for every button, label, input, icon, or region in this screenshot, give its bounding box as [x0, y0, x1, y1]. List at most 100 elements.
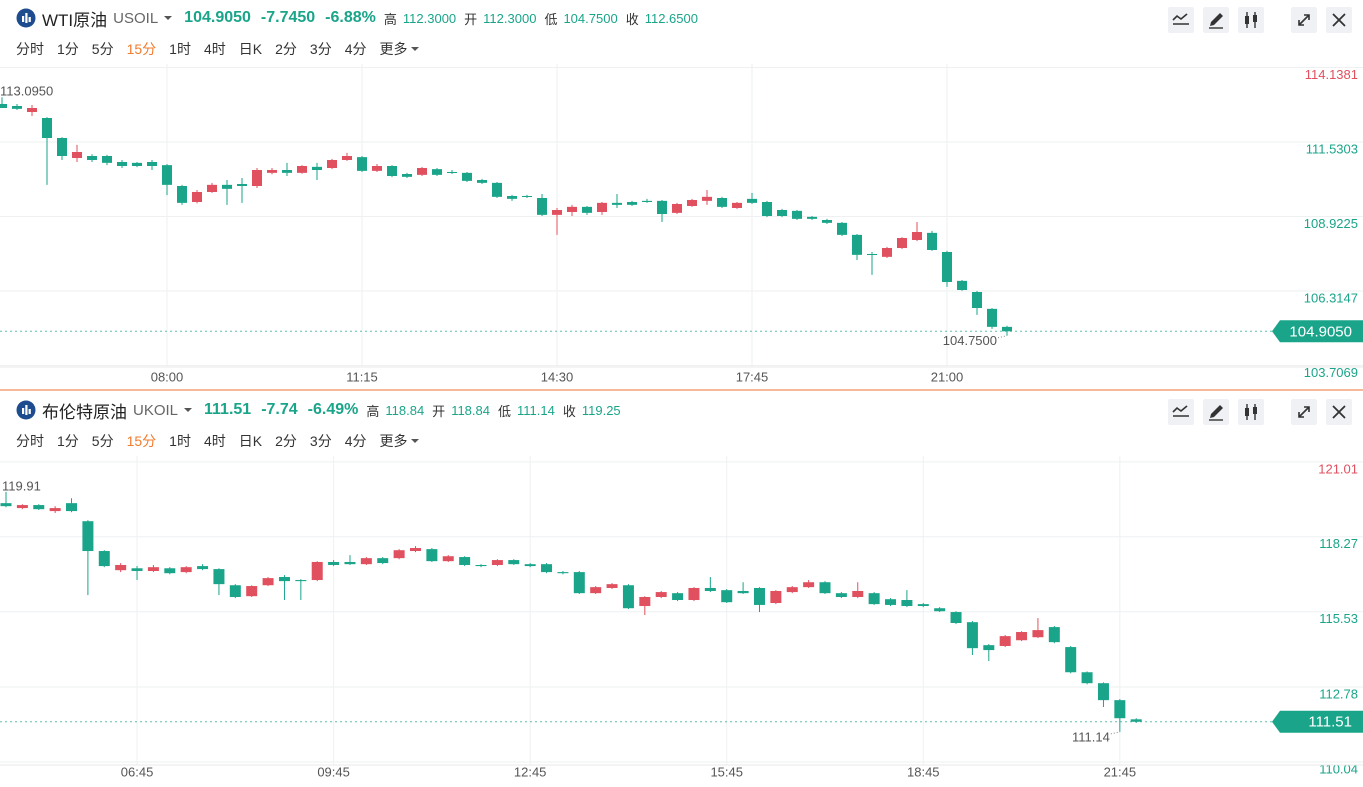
- candle-body: [162, 165, 172, 185]
- y-tick-label: 103.7069: [1304, 365, 1358, 380]
- tool-icon: [1332, 405, 1346, 419]
- candle-body: [57, 138, 67, 156]
- timeframe-button[interactable]: 5分: [91, 41, 114, 57]
- timeframe-button[interactable]: 更多: [379, 41, 408, 57]
- y-tick-label: 106.3147: [1304, 290, 1358, 305]
- candle-body: [344, 561, 356, 565]
- candle-body: [459, 557, 471, 565]
- candle-body: [491, 560, 503, 565]
- logo: [16, 400, 36, 420]
- tool-icon: [1209, 13, 1223, 29]
- candle-body: [132, 162, 142, 166]
- x-tick-label: 11:15: [346, 369, 378, 384]
- tool-button[interactable]: [1238, 7, 1264, 33]
- timeframe-button[interactable]: 更多: [379, 433, 408, 449]
- candle-body: [732, 202, 742, 208]
- symbol-title: 布伦特原油: [42, 402, 127, 422]
- timeframe-button[interactable]: 15分: [126, 433, 157, 449]
- tool-button[interactable]: [1203, 399, 1229, 425]
- candle-body: [867, 254, 877, 255]
- stat-value: 118.84: [451, 402, 490, 418]
- candle-body: [606, 584, 618, 588]
- symbol-code[interactable]: UKOIL: [133, 401, 179, 419]
- timeframe-button[interactable]: 5分: [91, 433, 114, 449]
- tool-button[interactable]: [1291, 7, 1317, 33]
- candle-body: [0, 104, 7, 108]
- timeframe-button[interactable]: 分时: [16, 433, 44, 449]
- timeframe-button[interactable]: 3分: [309, 41, 332, 57]
- candle-body: [688, 587, 700, 601]
- tool-button[interactable]: [1238, 399, 1264, 425]
- price-change: -7.74: [261, 401, 298, 418]
- candle-body: [328, 561, 340, 565]
- chart-panel: 布伦特原油 UKOIL 111.51 -7.74 -6.49% 高 118.84 开 118.8…: [0, 392, 1363, 787]
- candle-body: [672, 593, 684, 601]
- logo-bar: [22, 16, 25, 22]
- candle-body: [612, 202, 622, 205]
- tool-button[interactable]: [1168, 7, 1194, 33]
- candle-body: [1081, 672, 1093, 684]
- candle-body: [1002, 326, 1012, 332]
- timeframe-button[interactable]: 1时: [169, 41, 191, 57]
- candle-body: [372, 166, 382, 171]
- timeframe-button[interactable]: 日K: [238, 41, 263, 57]
- y-tick-label: 112.78: [1319, 686, 1358, 701]
- y-tick-label: 108.9225: [1304, 216, 1358, 231]
- min-label-leader: [1110, 731, 1120, 735]
- x-tick-label: 14:30: [541, 369, 574, 384]
- timeframe-button[interactable]: 日K: [238, 433, 263, 449]
- candle-body: [590, 587, 602, 594]
- timeframe-button[interactable]: 4分: [344, 41, 367, 57]
- candle-body: [537, 198, 547, 215]
- candle-body: [912, 232, 922, 240]
- stat-name: 收: [562, 403, 576, 419]
- tool-button[interactable]: [1326, 7, 1352, 33]
- candle-body: [573, 572, 585, 594]
- timeframe-button[interactable]: 2分: [275, 433, 297, 449]
- candle-body: [819, 582, 831, 594]
- max-label: 113.0950: [0, 84, 53, 99]
- timeframe-button[interactable]: 4分: [344, 433, 367, 449]
- timeframe-button[interactable]: 1时: [169, 433, 191, 449]
- tool-button[interactable]: [1291, 399, 1317, 425]
- candle-body: [417, 168, 427, 175]
- candle-body: [901, 600, 913, 607]
- candle-body: [972, 292, 982, 308]
- stat-value: 111.14: [517, 402, 555, 418]
- timeframe-button[interactable]: 分时: [16, 41, 44, 57]
- timeframe-button[interactable]: 4时: [203, 433, 226, 449]
- caret: [184, 408, 193, 412]
- candle-body: [252, 170, 262, 186]
- candle-body: [177, 186, 187, 203]
- price-change-pct: -6.88%: [325, 9, 376, 26]
- candle-body: [687, 200, 697, 206]
- candle-body: [222, 184, 232, 189]
- symbol-code[interactable]: USOIL: [113, 9, 159, 27]
- timeframe-button[interactable]: 1分: [57, 41, 79, 57]
- candle-body: [475, 564, 487, 567]
- candle-body: [1130, 719, 1142, 722]
- timeframe-button[interactable]: 15分: [126, 41, 157, 57]
- candle-body: [164, 568, 176, 574]
- min-label: 111.14: [1072, 729, 1110, 744]
- candle-body: [897, 238, 907, 248]
- candle-body: [582, 206, 592, 213]
- candle-body: [33, 505, 45, 510]
- timeframe-button[interactable]: 4时: [203, 41, 226, 57]
- tool-icon: [1298, 14, 1310, 26]
- timeframe-button[interactable]: 1分: [57, 433, 79, 449]
- candle-body: [837, 222, 847, 235]
- tool-button[interactable]: [1326, 399, 1352, 425]
- timeframe-button[interactable]: 2分: [275, 41, 297, 57]
- candle-body: [639, 596, 651, 607]
- candle-body: [49, 508, 61, 512]
- tool-button[interactable]: [1203, 7, 1229, 33]
- logo-bar: [25, 13, 28, 23]
- tool-button[interactable]: [1168, 399, 1194, 425]
- timeframe-button[interactable]: 3分: [309, 433, 332, 449]
- candle-body: [42, 118, 52, 138]
- candle-body: [927, 232, 937, 250]
- candle-body: [987, 308, 997, 327]
- candle-body: [737, 590, 749, 594]
- candle-body: [655, 592, 667, 597]
